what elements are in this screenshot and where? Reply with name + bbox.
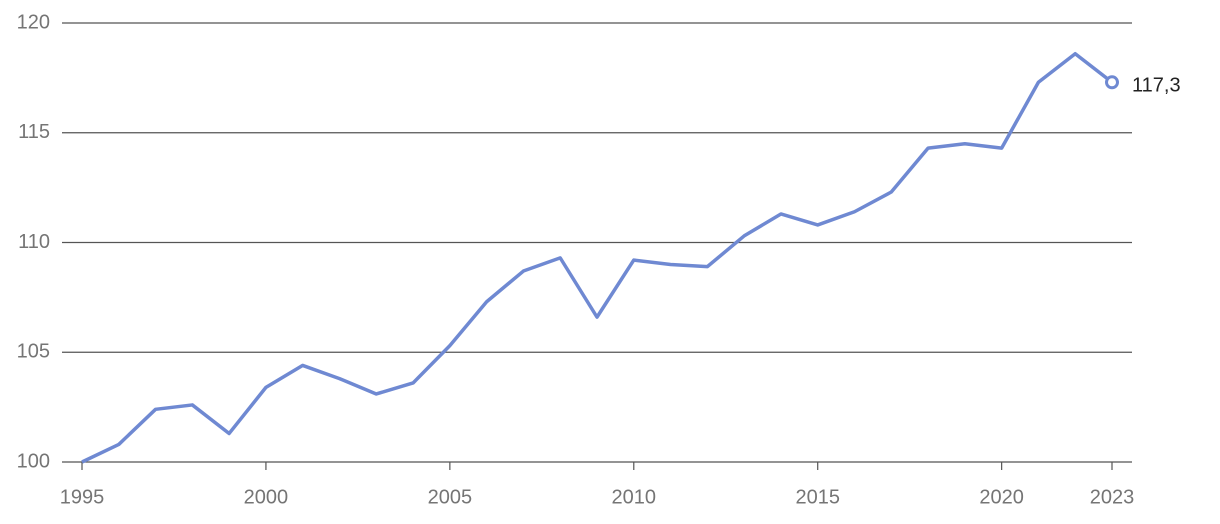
y-tick-label: 120 (17, 11, 50, 33)
y-tick-label: 100 (17, 450, 50, 472)
x-tick-label: 2020 (979, 486, 1024, 508)
x-tick-label: 1995 (60, 486, 105, 508)
x-tick-label: 2023 (1090, 486, 1135, 508)
y-tick-label: 105 (17, 341, 50, 363)
x-tick-label: 2000 (244, 486, 289, 508)
y-tick-label: 115 (18, 121, 50, 143)
x-tick-label: 2005 (428, 486, 473, 508)
end-point (1105, 75, 1119, 90)
x-tick-label: 2010 (612, 486, 657, 508)
x-tick-label: 2015 (795, 486, 840, 508)
line (81, 51, 1114, 464)
value-label: 117,3 (1132, 75, 1181, 97)
y-tick-label: 110 (18, 231, 50, 253)
